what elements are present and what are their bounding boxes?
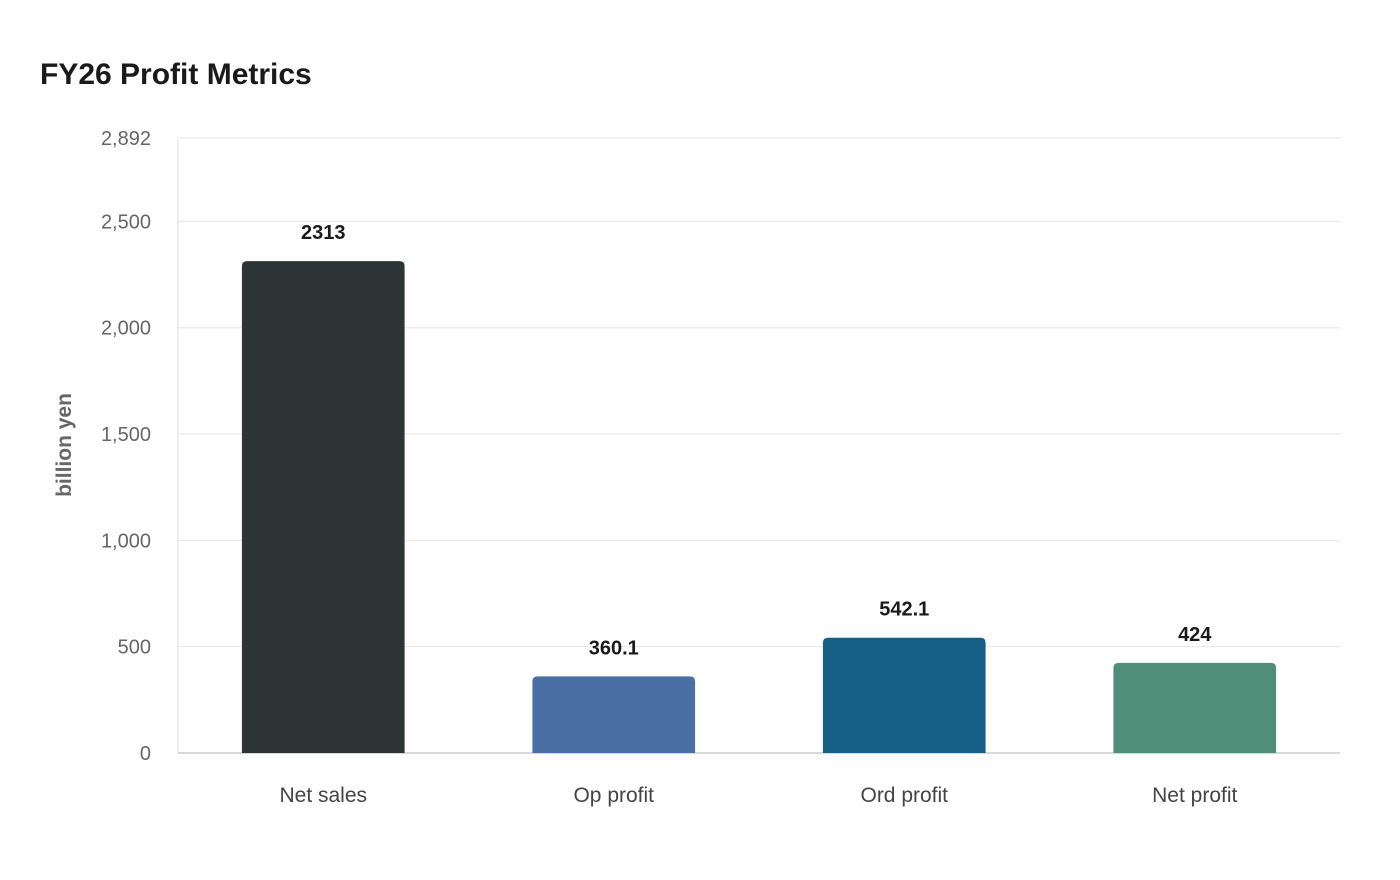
- labels: 0 500 1,000 1,500 2,000 2,500 2,892 2313 Net sal…: [101, 128, 1238, 807]
- y-tick-label: 2,892: [101, 128, 151, 150]
- bar-net-sales: [241, 261, 405, 753]
- bar-op-profit: [532, 676, 696, 753]
- y-tick-label: 500: [118, 637, 151, 659]
- data-label: 2313: [301, 222, 346, 244]
- data-label: 360.1: [589, 637, 639, 659]
- bars: [241, 261, 1277, 753]
- chart-title: FY26 Profit Metrics: [40, 58, 312, 91]
- y-tick-label: 0: [140, 743, 151, 765]
- y-tick-label: 1,000: [101, 530, 151, 552]
- data-label: 542.1: [879, 599, 929, 621]
- x-tick-label: Ord profit: [860, 784, 948, 807]
- bar-ord-profit: [822, 637, 986, 753]
- x-tick-label: Op profit: [573, 784, 654, 807]
- y-tick-label: 1,500: [101, 424, 151, 446]
- data-label: 424: [1178, 624, 1212, 646]
- x-tick-label: Net sales: [279, 784, 367, 807]
- y-tick-label: 2,500: [101, 211, 151, 233]
- y-axis-title: billion yen: [53, 393, 76, 497]
- y-tick-label: 2,000: [101, 318, 151, 340]
- bar-net-profit: [1113, 662, 1277, 753]
- x-tick-label: Net profit: [1152, 784, 1237, 807]
